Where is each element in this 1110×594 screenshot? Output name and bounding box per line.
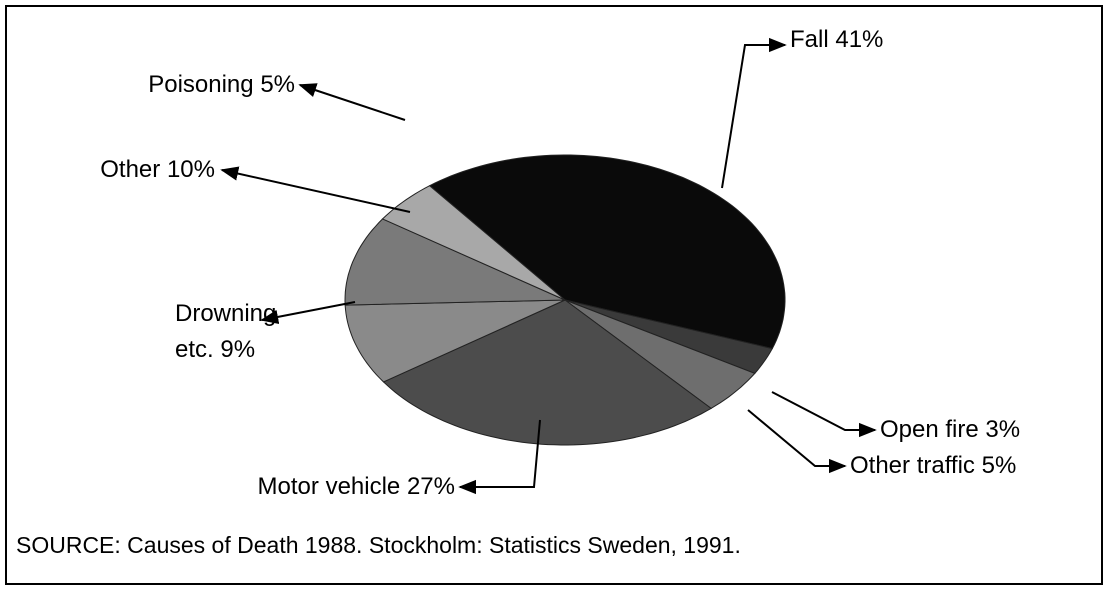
slice-label: Drowning etc. 9% xyxy=(175,296,295,368)
category-name: Fall xyxy=(790,26,829,53)
pie-slice xyxy=(344,218,566,306)
category-name: Drowning etc. xyxy=(175,300,277,363)
value-label: 41% xyxy=(835,26,884,53)
value-label: 9% xyxy=(220,336,256,363)
pie-slice xyxy=(381,185,566,301)
value-label: 5% xyxy=(260,71,295,98)
pie-slice xyxy=(344,299,566,383)
slice-label: Other 10% xyxy=(100,152,215,188)
source-note: SOURCE: Causes of Death 1988. Stockholm:… xyxy=(16,532,741,558)
leader xyxy=(721,37,787,189)
slice-label: Poisoning 5% xyxy=(148,67,295,103)
category-name: Motor vehicle xyxy=(257,473,401,500)
frame xyxy=(5,5,1103,585)
leader xyxy=(771,391,877,438)
value-label: 27% xyxy=(406,473,455,500)
value-label: 5% xyxy=(981,452,1017,479)
value-label: 10% xyxy=(166,156,215,183)
leader xyxy=(220,166,411,213)
leader xyxy=(747,409,847,474)
leader xyxy=(260,301,356,324)
slice-label: Fall 41% xyxy=(790,22,883,58)
category-name: Other xyxy=(100,156,161,183)
value-label: 3% xyxy=(985,416,1021,443)
pie-slice xyxy=(564,299,756,410)
pie-slice xyxy=(564,299,774,374)
pie-slice xyxy=(428,154,786,350)
category-name: Open fire xyxy=(880,416,979,443)
leader-lines xyxy=(220,37,877,495)
category-name: Poisoning xyxy=(148,71,254,98)
pie xyxy=(344,154,786,446)
slice-label: Motor vehicle 27% xyxy=(258,469,455,505)
slice-label: Other traffic 5% xyxy=(850,448,1016,484)
leader xyxy=(298,83,406,121)
slice-label: Open fire 3% xyxy=(880,412,1020,448)
category-name: Other traffic xyxy=(850,452,975,479)
leader xyxy=(458,419,541,495)
